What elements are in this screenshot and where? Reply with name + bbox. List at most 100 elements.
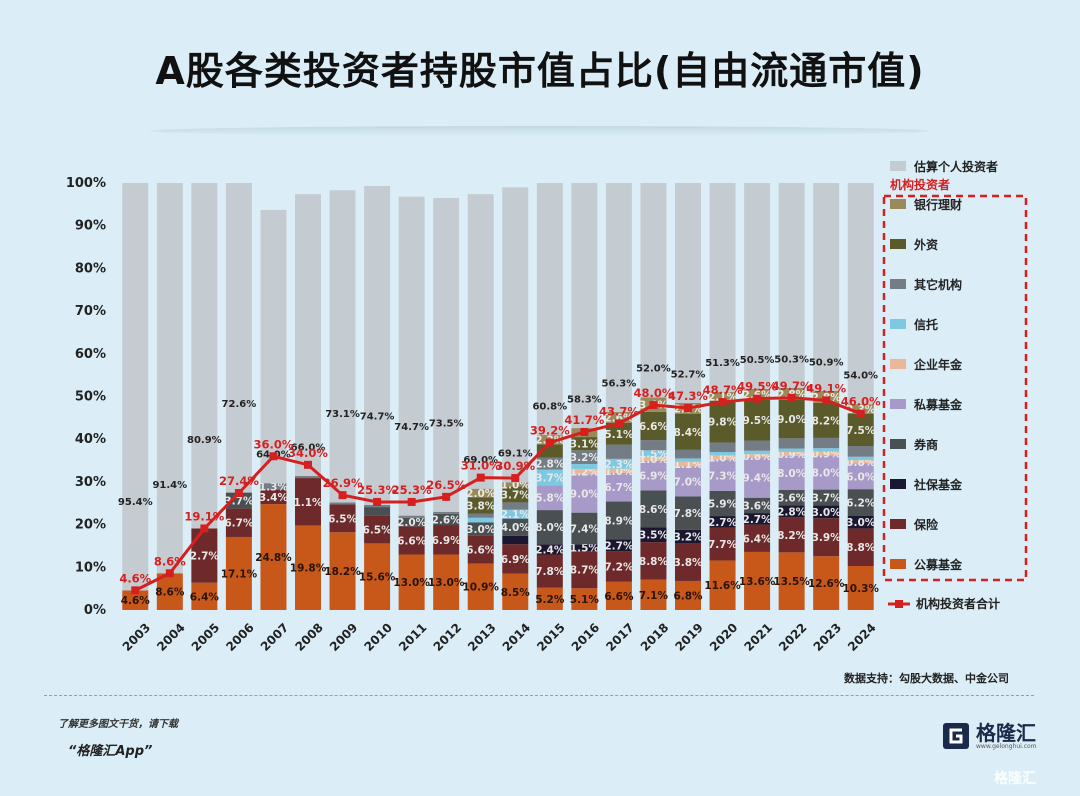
bar-segment	[605, 539, 632, 552]
bar-segment	[813, 448, 840, 452]
legend-line-marker	[895, 600, 903, 608]
data-label: 24.8%	[255, 552, 292, 564]
x-tick-label: 2007	[258, 620, 292, 654]
bar-segment	[640, 183, 667, 398]
data-label: 13.0%	[428, 577, 465, 589]
x-tick-label: 2016	[569, 620, 603, 654]
bar-segment	[467, 535, 494, 564]
bar-segment	[778, 490, 805, 506]
bar-segment	[502, 573, 529, 610]
data-label: 7.4%	[570, 523, 600, 535]
data-label: 7.7%	[708, 539, 738, 551]
bar-segment	[709, 516, 736, 528]
data-label: 6.6%	[639, 421, 669, 433]
line-point	[718, 398, 727, 407]
bar-segment	[433, 513, 460, 526]
bar-segment	[260, 489, 287, 505]
bar-segment	[640, 579, 667, 610]
data-label: 7.3%	[708, 470, 738, 482]
promo-app-name[interactable]: “格隆汇App”	[68, 744, 153, 759]
bar-segment	[744, 524, 771, 552]
bar-segment	[640, 490, 667, 528]
data-label: 1.0%	[639, 454, 669, 466]
data-label: 6.7%	[604, 482, 634, 494]
bar-segment	[640, 460, 667, 491]
data-label: 10.9%	[463, 582, 500, 594]
x-tick-label: 2013	[465, 620, 499, 654]
bar-segment	[709, 442, 736, 453]
bar-segment	[847, 489, 874, 516]
data-label: 8.5%	[501, 587, 531, 599]
data-label: 7.8%	[673, 508, 703, 520]
bar-segment	[709, 459, 736, 491]
data-label: 5.1%	[604, 429, 634, 441]
bar-segment	[709, 400, 736, 443]
legend-swatch	[890, 479, 906, 489]
line-point-label: 25.3%	[357, 483, 397, 497]
x-tick-label: 2024	[845, 620, 879, 654]
bar-segment	[571, 183, 598, 429]
line-point-label: 25.3%	[392, 483, 432, 497]
data-label: 6.5%	[328, 513, 358, 525]
legend-label: 银行理财	[914, 197, 962, 212]
bar-segment	[847, 456, 874, 461]
bar-segment	[329, 532, 356, 610]
bars-group: 4.6% 95.4% 8.6% 91.4% 6.4% 2.7% 80.9% 17.1% 6.7%…	[118, 183, 879, 610]
line-point-label: 30.9%	[495, 459, 535, 473]
data-label: 3.8%	[673, 557, 703, 569]
line-point-label: 48.0%	[634, 386, 674, 400]
line-point	[200, 524, 209, 533]
bar-segment	[778, 505, 805, 518]
line-point	[545, 438, 554, 447]
promo-text: 了解更多图文干货，请下载	[58, 719, 178, 730]
data-label: 3.0%	[466, 524, 496, 536]
data-label: 69.1%	[498, 449, 533, 460]
data-label: 91.4%	[152, 480, 187, 491]
data-label: 7.2%	[604, 561, 634, 573]
bar-segment	[122, 183, 149, 591]
bar-segment	[225, 492, 252, 509]
data-label: 3.7%	[535, 472, 565, 484]
bar-segment	[260, 483, 287, 490]
y-axis: 0% 10% 20% 30% 40% 50% 60% 70% 80% 90% 100%	[66, 176, 106, 618]
bar-segment	[364, 515, 391, 544]
data-label: 56.3%	[602, 378, 637, 389]
data-label: 6.6%	[466, 544, 496, 556]
bar-segment	[536, 554, 563, 588]
bar-segment	[640, 411, 667, 441]
x-tick-label: 2005	[189, 620, 223, 654]
legend-label: 社保基金	[913, 477, 963, 492]
bar-segment	[295, 478, 321, 526]
bar-segment	[433, 554, 460, 610]
data-label: 7.8%	[535, 566, 565, 578]
x-tick-label: 2011	[396, 620, 430, 654]
bar-segment	[640, 440, 667, 451]
bar-segment	[744, 497, 771, 514]
line-point	[269, 452, 278, 461]
line-point-label: 41.7%	[564, 413, 604, 427]
data-label: 2.0%	[397, 517, 427, 529]
bar-segment	[467, 522, 494, 536]
line-point-label: 26.5%	[426, 478, 466, 492]
bar-segment	[467, 517, 494, 523]
data-label: 7.1%	[639, 590, 669, 602]
bar-segment	[675, 496, 701, 530]
data-label: 10.3%	[843, 583, 880, 595]
bar-segment	[778, 183, 805, 388]
brand-block[interactable]: 格隆汇 www.gelonghui.com	[942, 722, 1037, 750]
data-label: 5.2%	[535, 594, 565, 606]
bar-segment	[502, 544, 529, 574]
x-tick-label: 2014	[500, 620, 534, 654]
bar-segment	[536, 469, 563, 486]
data-label: 8.2%	[777, 530, 807, 542]
bar-segment	[295, 475, 321, 479]
data-label: 8.8%	[846, 542, 876, 554]
legend-group-title: 机构投资者	[890, 177, 950, 192]
data-label: 8.0%	[777, 468, 807, 480]
legend-label: 外资	[914, 237, 938, 252]
bar-segment	[675, 580, 701, 610]
y-tick-label: 100%	[66, 176, 106, 191]
data-label: 6.9%	[501, 554, 531, 566]
bar-segment	[640, 450, 667, 457]
x-tick-label: 2003	[120, 620, 154, 654]
